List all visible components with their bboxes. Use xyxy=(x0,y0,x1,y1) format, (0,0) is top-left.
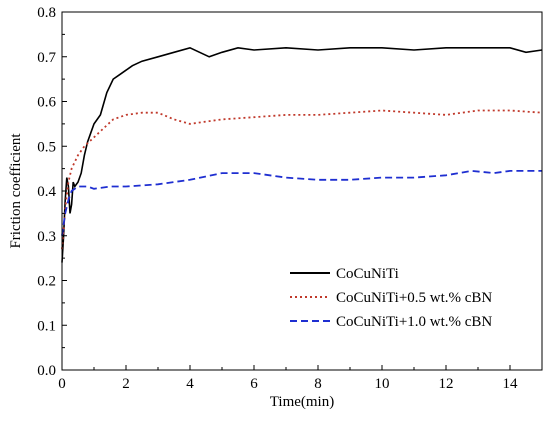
series-line-cbn-05 xyxy=(61,109,543,250)
x-tick-label: 12 xyxy=(439,376,454,392)
x-tick-label: 14 xyxy=(503,376,519,392)
x-tick-label: 10 xyxy=(375,376,390,392)
legend-label-cbn-05: CoCuNiTi+0.5 wt.% cBN xyxy=(336,290,492,306)
x-tick-label: 2 xyxy=(122,376,130,392)
legend-label-cocuniti: CoCuNiTi xyxy=(336,266,399,282)
x-tick-label: 8 xyxy=(314,376,322,392)
x-axis-ticks: 0 2 4 6 8 10 12 14 xyxy=(58,365,543,392)
plot-frame xyxy=(61,11,543,371)
y-tick-label: 0.0 xyxy=(37,363,56,379)
y-axis-ticks: 0.0 0.1 0.2 0.3 0.4 0.5 0.6 0.7 0.8 xyxy=(37,5,67,379)
x-tick-label: 6 xyxy=(250,376,258,392)
y-tick-label: 0.3 xyxy=(37,229,56,245)
y-tick-label: 0.4 xyxy=(37,184,56,200)
y-tick-label: 0.5 xyxy=(37,139,56,155)
legend: CoCuNiTi CoCuNiTi+0.5 wt.% cBN CoCuNiTi+… xyxy=(290,266,492,330)
legend-label-cbn-10: CoCuNiTi+1.0 wt.% cBN xyxy=(336,314,492,330)
y-axis-label: Friction coefficient xyxy=(8,133,24,249)
y-tick-label: 0.8 xyxy=(37,5,56,21)
x-axis-label: Time(min) xyxy=(270,394,334,410)
series-line-cbn-10 xyxy=(61,169,542,236)
series-line-cocuniti xyxy=(61,46,543,263)
plot-area xyxy=(61,46,543,263)
x-tick-label: 0 xyxy=(58,376,66,392)
y-tick-label: 0.6 xyxy=(37,95,56,111)
x-tick-label: 4 xyxy=(186,376,194,392)
y-tick-label: 0.2 xyxy=(37,274,56,290)
y-tick-label: 0.7 xyxy=(37,50,56,66)
y-tick-label: 0.1 xyxy=(37,318,56,334)
